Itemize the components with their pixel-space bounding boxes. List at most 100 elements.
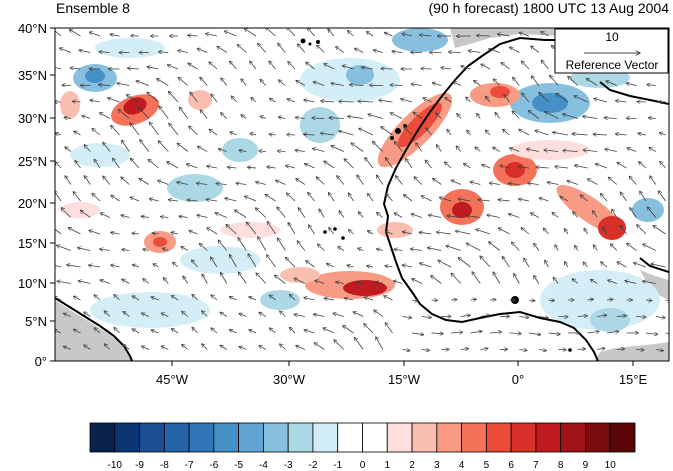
wind-vector — [260, 116, 266, 118]
wind-vector — [519, 33, 530, 37]
wind-vector — [600, 193, 608, 202]
colorbar-box — [139, 422, 165, 453]
colorbar-label: -4 — [259, 460, 268, 471]
wind-vector — [84, 345, 91, 350]
wind-vector — [436, 232, 452, 234]
wind-vector — [151, 297, 159, 301]
wind-vector — [320, 133, 335, 135]
wind-vector — [519, 199, 530, 201]
wind-vector — [297, 241, 306, 251]
wind-vector — [636, 350, 644, 351]
wind-vector — [374, 310, 384, 317]
wind-vector — [556, 93, 569, 103]
wind-vector — [528, 111, 540, 119]
wind-vector — [192, 294, 198, 301]
wind-vector — [379, 100, 393, 102]
wind-vector — [67, 265, 81, 268]
wind-vector — [312, 118, 325, 119]
wind-vector — [158, 141, 169, 152]
wind-vector — [445, 97, 452, 103]
wind-vector — [480, 348, 488, 349]
longitude-labels: 45°W 30°W 15°W 0° 15°E — [156, 372, 647, 387]
colorbar-label: 9 — [583, 460, 589, 471]
wind-vector — [169, 123, 179, 136]
wind-vector — [421, 350, 430, 351]
wind-vector — [504, 95, 510, 103]
wind-vector — [286, 166, 296, 168]
wind-vector — [502, 256, 510, 268]
wind-vector — [455, 231, 471, 235]
wind-vector — [294, 278, 305, 284]
wind-vector — [221, 78, 228, 86]
wind-vector — [510, 148, 520, 152]
wind-vector — [587, 299, 594, 300]
reference-label: Reference Vector — [566, 58, 659, 72]
wind-vector — [255, 208, 267, 218]
wind-vector — [130, 197, 140, 202]
wind-vector — [190, 92, 198, 103]
wind-vector — [470, 299, 477, 300]
wind-vector — [226, 224, 237, 235]
wind-vector — [381, 69, 393, 70]
wind-vector — [304, 134, 315, 135]
panel-title: Ensemble 8 — [56, 0, 130, 16]
wind-vector — [590, 279, 598, 284]
wind-vector — [111, 125, 120, 136]
wind-vector — [90, 100, 101, 102]
wind-vector — [451, 273, 462, 284]
wind-vector — [419, 35, 432, 36]
wind-vector — [555, 167, 569, 169]
wind-vector — [597, 348, 605, 349]
wind-vector — [428, 215, 442, 218]
wind-vector — [358, 248, 364, 250]
wind-vector — [220, 312, 228, 317]
wind-vector — [331, 146, 344, 152]
wind-vector — [601, 262, 608, 268]
wind-vector — [511, 242, 520, 251]
wind-vector — [539, 198, 549, 202]
colorbar-label: 3 — [434, 460, 440, 471]
wind-vector — [395, 176, 403, 185]
wind-vector — [286, 193, 296, 202]
wind-vector — [653, 225, 666, 235]
wind-vector — [217, 46, 228, 53]
wind-vector — [89, 230, 101, 235]
wind-vector — [348, 230, 354, 235]
colorbar-box — [337, 422, 363, 453]
wind-vector — [324, 64, 335, 70]
wind-vector — [587, 179, 598, 185]
colorbar-label: 5 — [484, 460, 490, 471]
wind-vector — [238, 238, 247, 251]
wind-vector — [394, 249, 403, 250]
wind-vector — [337, 176, 345, 185]
wind-vector — [563, 114, 578, 119]
wind-vector — [615, 101, 627, 102]
colorbar-label: -2 — [308, 460, 317, 471]
wind-vector — [187, 200, 198, 201]
wind-vector — [339, 102, 354, 103]
wind-vector — [421, 69, 432, 70]
lat-label-20n: 20°N — [18, 196, 47, 211]
wind-vector — [526, 149, 539, 152]
wind-vector — [528, 300, 535, 301]
lat-label-40n: 40°N — [18, 21, 47, 36]
wind-vector — [472, 272, 481, 284]
wind-vector — [461, 66, 471, 70]
wind-vector — [328, 193, 335, 202]
wind-vector — [148, 159, 159, 169]
wind-vector — [278, 117, 286, 119]
wind-vector — [295, 117, 305, 118]
colorbar-box — [362, 422, 388, 453]
wind-vector — [315, 280, 325, 284]
wind-vector — [450, 332, 463, 333]
wind-vector — [74, 131, 81, 136]
wind-vector — [295, 150, 305, 151]
wind-vector — [79, 50, 91, 53]
wind-vector — [241, 79, 247, 86]
wind-vector — [336, 47, 345, 53]
lon-label-0: 0° — [512, 372, 524, 387]
wind-vector — [167, 162, 179, 169]
wind-vector — [425, 160, 432, 169]
wind-vector — [277, 238, 286, 251]
wind-vector — [260, 79, 267, 86]
